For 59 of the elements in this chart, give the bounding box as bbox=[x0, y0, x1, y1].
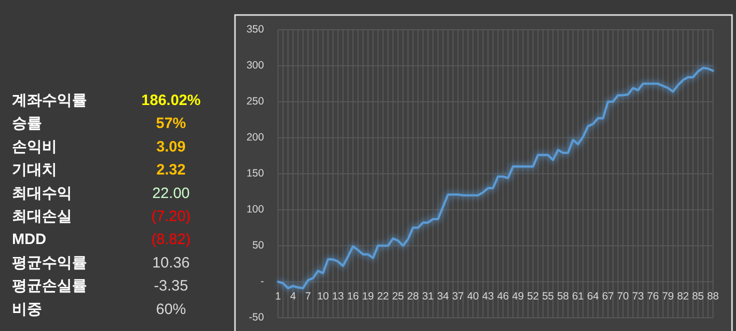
x-tick-label: 49 bbox=[512, 290, 524, 302]
text: 10.36 bbox=[152, 254, 190, 272]
y-tick-label: 150 bbox=[246, 167, 264, 180]
y-tick-label: 350 bbox=[246, 23, 264, 36]
x-tick-label: 16 bbox=[347, 290, 359, 302]
y-tick-label: 300 bbox=[246, 59, 264, 72]
x-tick-label: 37 bbox=[452, 290, 464, 302]
x-tick-label: 4 bbox=[290, 290, 296, 302]
text: 평균손실률 bbox=[12, 278, 87, 295]
x-tick-label: 76 bbox=[647, 290, 659, 302]
text: 186.02% bbox=[141, 92, 201, 109]
x-tick-label: 34 bbox=[437, 290, 449, 302]
text: (8.82) bbox=[151, 231, 191, 248]
text: 기대치 bbox=[12, 162, 57, 179]
text: 60% bbox=[156, 300, 186, 318]
y-tick-label: 50 bbox=[252, 239, 264, 252]
x-tick-label: 22 bbox=[377, 290, 389, 302]
x-tick-label: 73 bbox=[632, 290, 644, 302]
y-tick-label: - bbox=[260, 275, 264, 288]
text: 평균수익률 bbox=[12, 254, 87, 272]
x-tick-label: 70 bbox=[617, 290, 629, 302]
text: 손익비 bbox=[12, 138, 57, 156]
y-tick-label: -50 bbox=[248, 311, 264, 324]
x-tick-label: 64 bbox=[587, 290, 599, 302]
x-tick-label: 7 bbox=[305, 290, 312, 302]
text: MDD bbox=[12, 231, 46, 248]
x-tick-label: 55 bbox=[542, 290, 554, 302]
x-tick-label: 46 bbox=[497, 290, 509, 302]
text: 비중 bbox=[12, 300, 42, 318]
text: 최대손실 bbox=[12, 208, 72, 225]
x-tick-label: 82 bbox=[677, 290, 689, 302]
text: 57% bbox=[156, 115, 186, 132]
x-tick-label: 19 bbox=[362, 290, 374, 302]
x-tick-label: 58 bbox=[557, 290, 569, 302]
x-tick-label: 61 bbox=[572, 290, 584, 302]
x-tick-label: 40 bbox=[467, 290, 479, 302]
x-tick-label: 28 bbox=[407, 290, 419, 302]
x-tick-label: 25 bbox=[392, 290, 404, 302]
x-tick-label: 79 bbox=[662, 290, 674, 302]
x-tick-label: 10 bbox=[317, 290, 329, 302]
text: 최대수익 bbox=[12, 184, 72, 202]
text: 2.32 bbox=[156, 162, 186, 179]
x-tick-label: 85 bbox=[692, 290, 704, 302]
x-tick-label: 52 bbox=[527, 290, 539, 302]
text: -3.35 bbox=[154, 278, 188, 295]
y-tick-label: 100 bbox=[246, 203, 264, 216]
x-tick-label: 1 bbox=[275, 290, 282, 302]
y-tick-label: 250 bbox=[246, 95, 264, 108]
text: (7.20) bbox=[151, 208, 191, 225]
x-tick-label: 31 bbox=[422, 290, 434, 302]
x-tick-label: 13 bbox=[332, 290, 344, 302]
x-tick-label: 88 bbox=[707, 290, 719, 302]
text: 계좌수익률 bbox=[12, 92, 87, 109]
text: 승률 bbox=[12, 115, 42, 132]
text: 22.00 bbox=[152, 184, 190, 202]
x-tick-label: 67 bbox=[602, 290, 614, 302]
y-tick-label: 200 bbox=[246, 131, 264, 144]
x-tick-label: 43 bbox=[482, 290, 494, 302]
text: 3.09 bbox=[156, 138, 186, 156]
